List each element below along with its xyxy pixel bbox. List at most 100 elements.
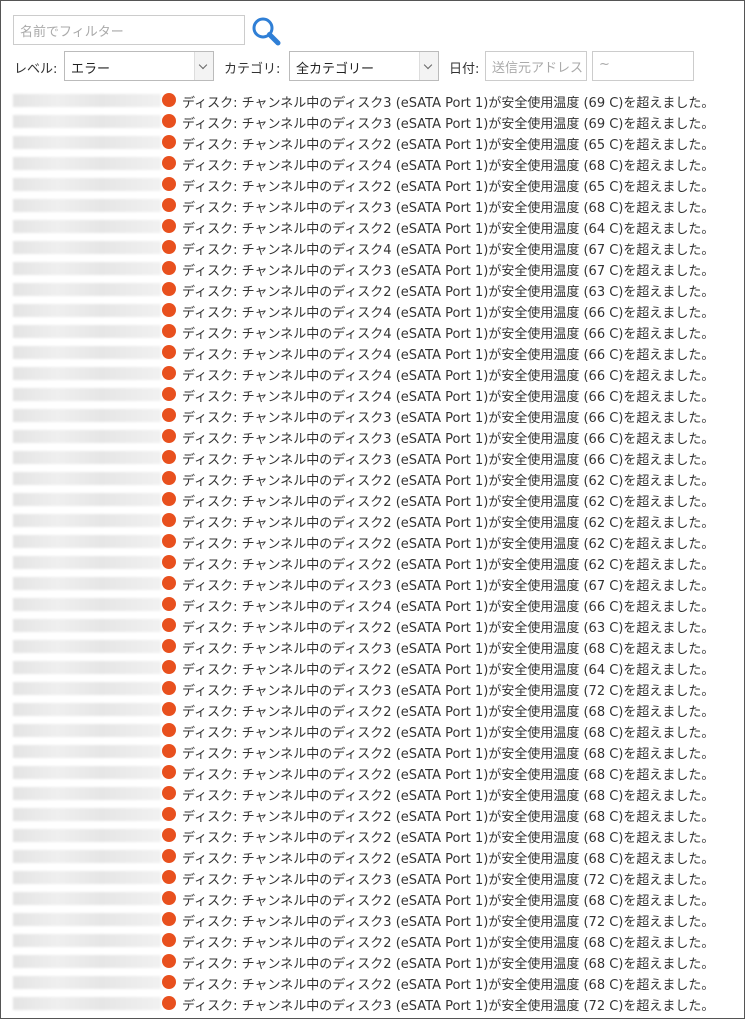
redacted-date [13,724,161,737]
redacted-date [13,283,161,296]
log-message: ディスク: チャンネル中のディスク2 (eSATA Port 1)が安全使用温度… [182,516,715,531]
log-row: ディスク: チャンネル中のディスク3 (eSATA Port 1)が安全使用温度… [1,426,744,447]
redacted-date [13,346,161,359]
log-row: ディスク: チャンネル中のディスク4 (eSATA Port 1)が安全使用温度… [1,237,744,258]
redacted-date [13,451,161,464]
error-icon [162,282,176,296]
error-icon [162,870,176,884]
error-icon [162,177,176,191]
error-icon [162,786,176,800]
log-message: ディスク: チャンネル中のディスク3 (eSATA Port 1)が安全使用温度… [182,453,715,468]
redacted-date [13,787,161,800]
log-row: ディスク: チャンネル中のディスク2 (eSATA Port 1)が安全使用温度… [1,657,744,678]
error-icon [162,555,176,569]
log-message: ディスク: チャンネル中のディスク2 (eSATA Port 1)が安全使用温度… [182,285,715,300]
error-icon [162,849,176,863]
log-row: ディスク: チャンネル中のディスク3 (eSATA Port 1)が安全使用温度… [1,111,744,132]
redacted-date [13,136,161,149]
error-icon [162,471,176,485]
error-icon [162,156,176,170]
redacted-date [13,388,161,401]
log-row: ディスク: チャンネル中のディスク2 (eSATA Port 1)が安全使用温度… [1,951,744,972]
error-icon [162,366,176,380]
redacted-date [13,976,161,989]
level-select[interactable]: エラー [64,51,214,81]
category-value: 全カテゴリー [296,62,375,77]
log-row: ディスク: チャンネル中のディスク3 (eSATA Port 1)が安全使用温度… [1,258,744,279]
category-label: カテゴリ: [224,62,281,77]
log-row: ディスク: チャンネル中のディスク4 (eSATA Port 1)が安全使用温度… [1,321,744,342]
error-icon [162,744,176,758]
log-message: ディスク: チャンネル中のディスク4 (eSATA Port 1)が安全使用温度… [182,306,715,321]
redacted-date [13,661,161,674]
log-row: ディスク: チャンネル中のディスク2 (eSATA Port 1)が安全使用温度… [1,216,744,237]
log-row: ディスク: チャンネル中のディスク2 (eSATA Port 1)が安全使用温度… [1,510,744,531]
log-message: ディスク: チャンネル中のディスク2 (eSATA Port 1)が安全使用温度… [182,474,715,489]
log-message: ディスク: チャンネル中のディスク3 (eSATA Port 1)が安全使用温度… [182,432,715,447]
log-row: ディスク: チャンネル中のディスク3 (eSATA Port 1)が安全使用温度… [1,405,744,426]
error-icon [162,828,176,842]
error-icon [162,135,176,149]
redacted-date [13,997,161,1010]
redacted-date [13,493,161,506]
error-icon [162,933,176,947]
log-message: ディスク: チャンネル中のディスク4 (eSATA Port 1)が安全使用温度… [182,600,715,615]
log-message: ディスク: チャンネル中のディスク2 (eSATA Port 1)が安全使用温度… [182,663,715,678]
log-row: ディスク: チャンネル中のディスク3 (eSATA Port 1)が安全使用温度… [1,867,744,888]
category-select[interactable]: 全カテゴリー [289,51,439,81]
redacted-date [13,871,161,884]
log-message: ディスク: チャンネル中のディスク4 (eSATA Port 1)が安全使用温度… [182,348,715,363]
search-icon[interactable] [250,15,282,47]
log-message: ディスク: チャンネル中のディスク3 (eSATA Port 1)が安全使用温度… [182,915,715,930]
log-message: ディスク: チャンネル中のディスク2 (eSATA Port 1)が安全使用温度… [182,621,715,636]
log-message: ディスク: チャンネル中のディスク2 (eSATA Port 1)が安全使用温度… [182,180,715,195]
log-message: ディスク: チャンネル中のディスク3 (eSATA Port 1)が安全使用温度… [182,999,715,1014]
log-message: ディスク: チャンネル中のディスク2 (eSATA Port 1)が安全使用温度… [182,138,715,153]
redacted-date [13,304,161,317]
log-row: ディスク: チャンネル中のディスク3 (eSATA Port 1)が安全使用温度… [1,195,744,216]
log-row: ディスク: チャンネル中のディスク3 (eSATA Port 1)が安全使用温度… [1,90,744,111]
error-icon [162,114,176,128]
redacted-date [13,934,161,947]
error-icon [162,219,176,233]
source-filter[interactable]: 送信元アドレス [485,51,587,81]
log-row: ディスク: チャンネル中のディスク2 (eSATA Port 1)が安全使用温度… [1,930,744,951]
log-row: ディスク: チャンネル中のディスク3 (eSATA Port 1)が安全使用温度… [1,636,744,657]
redacted-date [13,325,161,338]
log-row: ディスク: チャンネル中のディスク3 (eSATA Port 1)が安全使用温度… [1,447,744,468]
log-row: ディスク: チャンネル中のディスク2 (eSATA Port 1)が安全使用温度… [1,132,744,153]
error-icon [162,597,176,611]
redacted-date [13,829,161,842]
log-row: ディスク: チャンネル中のディスク2 (eSATA Port 1)が安全使用温度… [1,699,744,720]
redacted-date [13,682,161,695]
log-row: ディスク: チャンネル中のディスク4 (eSATA Port 1)が安全使用温度… [1,342,744,363]
error-icon [162,702,176,716]
log-row: ディスク: チャンネル中のディスク2 (eSATA Port 1)が安全使用温度… [1,531,744,552]
redacted-date [13,577,161,590]
error-icon [162,408,176,422]
error-icon [162,576,176,590]
name-filter[interactable]: 名前でフィルター [13,15,245,45]
log-message: ディスク: チャンネル中のディスク3 (eSATA Port 1)が安全使用温度… [182,411,715,426]
log-row: ディスク: チャンネル中のディスク4 (eSATA Port 1)が安全使用温度… [1,153,744,174]
error-icon [162,303,176,317]
log-message: ディスク: チャンネル中のディスク3 (eSATA Port 1)が安全使用温度… [182,117,715,132]
level-value: エラー [71,62,111,77]
log-row: ディスク: チャンネル中のディスク4 (eSATA Port 1)が安全使用温度… [1,363,744,384]
log-message: ディスク: チャンネル中のディスク2 (eSATA Port 1)が安全使用温度… [182,831,715,846]
redacted-date [13,598,161,611]
log-message: ディスク: チャンネル中のディスク3 (eSATA Port 1)が安全使用温度… [182,264,715,279]
error-icon [162,198,176,212]
log-row: ディスク: チャンネル中のディスク2 (eSATA Port 1)が安全使用温度… [1,762,744,783]
date-filter[interactable]: ~ [592,51,694,81]
error-icon [162,429,176,443]
log-message: ディスク: チャンネル中のディスク4 (eSATA Port 1)が安全使用温度… [182,390,715,405]
level-label: レベル: [14,62,58,77]
log-row: ディスク: チャンネル中のディスク2 (eSATA Port 1)が安全使用温度… [1,615,744,636]
log-row: ディスク: チャンネル中のディスク2 (eSATA Port 1)が安全使用温度… [1,720,744,741]
error-icon [162,765,176,779]
log-message: ディスク: チャンネル中のディスク2 (eSATA Port 1)が安全使用温度… [182,978,715,993]
log-row: ディスク: チャンネル中のディスク2 (eSATA Port 1)が安全使用温度… [1,825,744,846]
log-message: ディスク: チャンネル中のディスク4 (eSATA Port 1)が安全使用温度… [182,243,715,258]
